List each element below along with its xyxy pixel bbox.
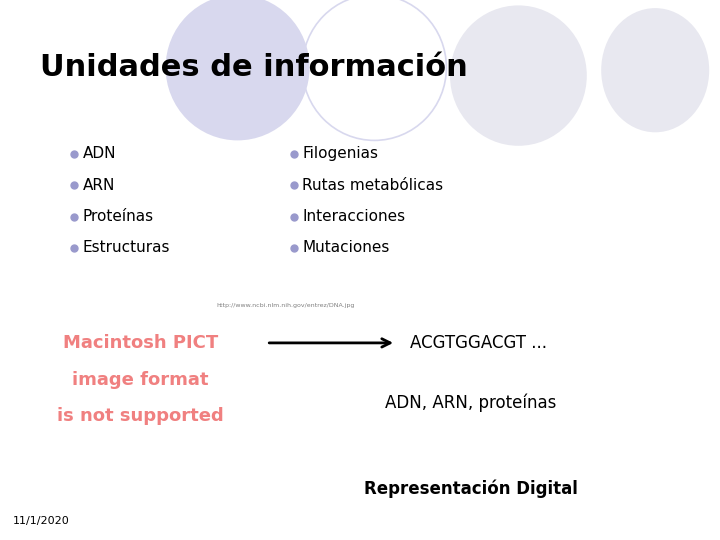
Text: http://www.ncbi.nlm.nih.gov/entrez/DNA.jpg: http://www.ncbi.nlm.nih.gov/entrez/DNA.j… <box>216 302 354 308</box>
Text: Proteínas: Proteínas <box>83 209 154 224</box>
Text: ADN, ARN, proteínas: ADN, ARN, proteínas <box>385 393 557 411</box>
Text: Macintosh PICT: Macintosh PICT <box>63 334 218 352</box>
Text: Representación Digital: Representación Digital <box>364 480 577 498</box>
Ellipse shape <box>166 0 310 140</box>
Text: Rutas metabólicas: Rutas metabólicas <box>302 178 444 193</box>
Text: Filogenias: Filogenias <box>302 146 379 161</box>
Ellipse shape <box>601 8 709 132</box>
Text: 11/1/2020: 11/1/2020 <box>13 516 70 526</box>
Text: image format: image format <box>72 370 209 389</box>
Text: Interacciones: Interacciones <box>302 209 405 224</box>
Text: ARN: ARN <box>83 178 115 193</box>
Ellipse shape <box>450 5 587 146</box>
Text: Mutaciones: Mutaciones <box>302 240 390 255</box>
Text: is not supported: is not supported <box>57 407 224 426</box>
Text: Unidades de información: Unidades de información <box>40 53 467 82</box>
Text: Estructuras: Estructuras <box>83 240 171 255</box>
Text: ACGTGGACGT ...: ACGTGGACGT ... <box>410 334 547 352</box>
Text: ADN: ADN <box>83 146 117 161</box>
